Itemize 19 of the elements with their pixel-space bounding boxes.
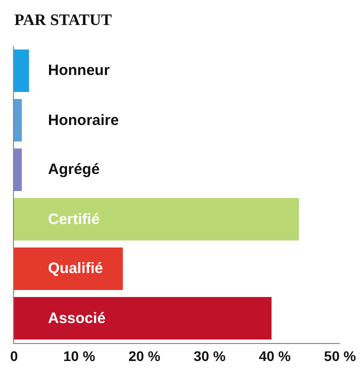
bar bbox=[14, 198, 299, 241]
x-tick-label: 20 % bbox=[128, 348, 161, 364]
bar bbox=[14, 247, 123, 290]
x-tick-label: 0 bbox=[10, 348, 18, 364]
y-tick-label: Honneur bbox=[48, 62, 110, 79]
chart-title: PAR STATUT bbox=[14, 12, 112, 29]
x-tick-label: 10 % bbox=[63, 348, 96, 364]
bar bbox=[14, 98, 22, 142]
x-tick-label: 50 % bbox=[324, 348, 356, 364]
bar bbox=[14, 296, 272, 340]
x-tick-label: 40 % bbox=[258, 348, 292, 364]
y-tick-label: Certifié bbox=[48, 211, 100, 228]
y-tick-label: Agrégé bbox=[48, 161, 100, 178]
bar bbox=[14, 148, 22, 192]
bar bbox=[14, 49, 29, 92]
x-tick-label: 30 % bbox=[194, 348, 226, 364]
y-tick-label: Honoraire bbox=[48, 112, 119, 129]
y-tick-label: Qualifié bbox=[48, 260, 104, 277]
y-tick-label: Associé bbox=[48, 310, 106, 327]
